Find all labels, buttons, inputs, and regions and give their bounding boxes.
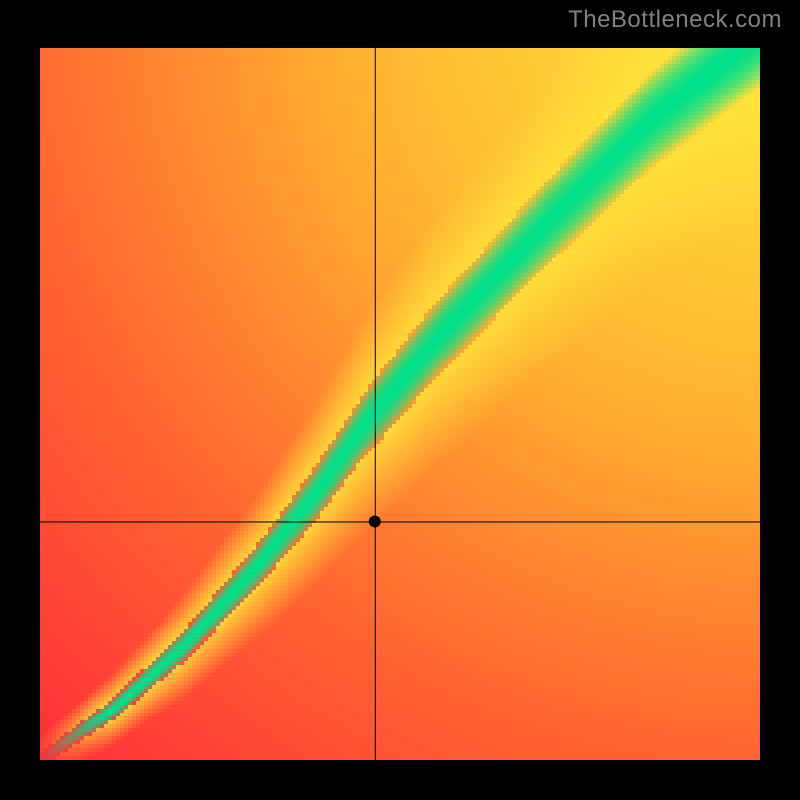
heatmap-plot <box>40 48 760 760</box>
heatmap-canvas <box>40 48 760 760</box>
watermark-text: TheBottleneck.com <box>568 6 782 34</box>
